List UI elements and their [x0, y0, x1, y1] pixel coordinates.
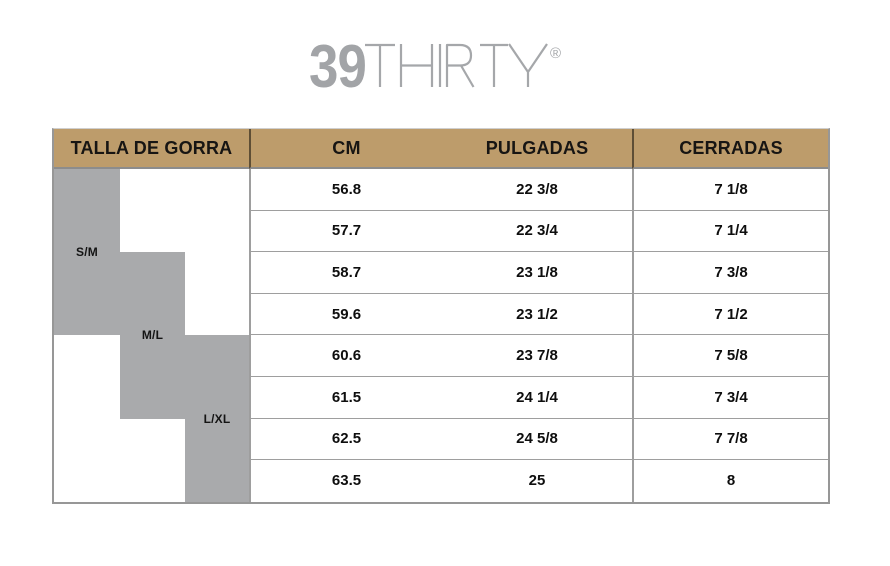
- size-group-lxl: L/XL: [185, 335, 249, 502]
- cell-cm: 59.6: [249, 293, 442, 336]
- cell-cerradas: 8: [632, 460, 828, 502]
- brand-logo: THIRTY 39 ®: [310, 38, 561, 98]
- cell-pulgadas: 22 3/4: [442, 210, 632, 253]
- size-group-ml-label: M/L: [141, 328, 164, 343]
- col-header-cerradas: CERRADAS: [632, 129, 828, 169]
- cell-cerradas: 7 3/8: [632, 252, 828, 294]
- size-group-sm-label: S/M: [76, 245, 98, 260]
- cell-pulgadas: 23 1/2: [442, 293, 632, 336]
- cell-cm: 58.7: [249, 252, 442, 294]
- cell-pulgadas: 23 7/8: [442, 335, 632, 377]
- logo-letter-t2: [480, 43, 508, 87]
- cell-cerradas: 7 1/8: [632, 169, 828, 211]
- cell-pulgadas: 23 1/8: [442, 252, 632, 294]
- cell-cm: 60.6: [249, 335, 442, 377]
- registered-trademark-icon: ®: [550, 45, 561, 62]
- cell-cm: 61.5: [249, 376, 442, 419]
- cell-cm: 63.5: [249, 460, 442, 502]
- cell-cerradas: 7 1/2: [632, 293, 828, 336]
- cell-pulgadas: 25: [442, 460, 632, 502]
- cell-cm: 62.5: [249, 418, 442, 461]
- logo-39-text: 39: [310, 38, 366, 98]
- cell-pulgadas: 24 1/4: [442, 376, 632, 419]
- cell-cm: 57.7: [249, 210, 442, 253]
- cell-cerradas: 7 7/8: [632, 418, 828, 461]
- size-group-sm: S/M: [54, 169, 120, 336]
- logo-letter-r: [445, 43, 475, 88]
- col-header-cm: CM: [249, 129, 442, 169]
- logo-letter-y: [508, 43, 548, 87]
- size-group-ml: M/L: [120, 252, 185, 419]
- col-header-pulgadas: PULGADAS: [442, 129, 632, 169]
- cell-cm: 56.8: [249, 169, 442, 211]
- col-header-talla-de-gorra: TALLA DE GORRA: [54, 129, 249, 169]
- sizing-table: TALLA DE GORRA CM PULGADAS CERRADAS S/M …: [52, 128, 830, 504]
- size-group-lxl-label: L/XL: [203, 411, 231, 426]
- logo-letter-t1: [365, 43, 395, 87]
- cell-cerradas: 7 1/4: [632, 210, 828, 253]
- cell-cerradas: 7 3/4: [632, 376, 828, 419]
- cell-pulgadas: 24 5/8: [442, 418, 632, 461]
- size-groups-cell: S/M M/L L/XL: [54, 169, 249, 502]
- cell-pulgadas: 22 3/8: [442, 169, 632, 211]
- logo-letter-h: [399, 44, 434, 87]
- cell-cerradas: 7 5/8: [632, 335, 828, 377]
- logo-thirty-letters: [365, 43, 548, 88]
